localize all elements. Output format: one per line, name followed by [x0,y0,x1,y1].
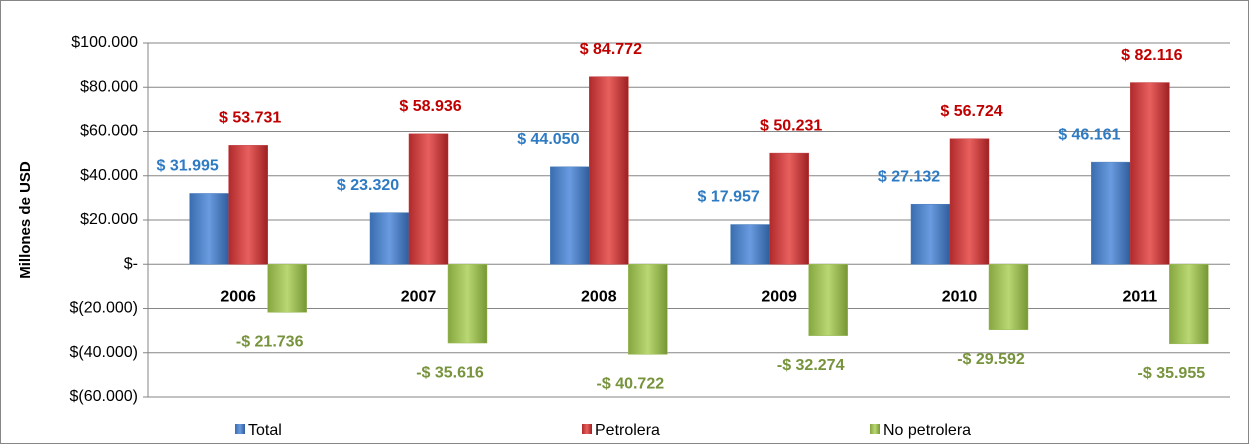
x-tick-label: 2009 [761,288,797,305]
data-label: $ 56.724 [940,103,1002,120]
bar [910,203,951,265]
y-axis-title: Millones de USD [17,161,34,279]
data-label: -$ 29.592 [957,351,1025,368]
bar [589,76,629,265]
x-tick-label: 2010 [942,288,978,305]
y-tick-label: $80.000 [80,78,138,95]
x-tick-label: 2007 [401,288,437,305]
bar [808,264,848,336]
data-label: $ 23.320 [337,177,399,194]
data-label: $ 27.132 [878,168,940,185]
data-label: -$ 32.274 [777,357,845,374]
data-label: $ 84.772 [580,41,642,58]
bar [1130,82,1170,265]
data-label: $ 82.116 [1121,47,1183,64]
data-label: $ 46.161 [1058,126,1120,143]
x-tick-label: 2011 [1122,288,1157,305]
data-label: -$ 35.616 [416,364,484,381]
bar [730,224,770,265]
legend-label: No petrolera [883,422,971,439]
x-tick-label: 2006 [220,288,256,305]
bar [628,264,668,355]
bar [369,212,410,265]
data-label: -$ 35.955 [1138,365,1206,382]
data-label: $ 17.957 [698,189,760,206]
data-label: $ 31.995 [157,158,219,175]
data-label: $ 58.936 [399,98,461,115]
y-tick-label: $- [124,255,138,272]
legend-swatch [582,424,592,434]
bar [550,166,590,265]
y-tick-label: $(20.000) [70,300,139,317]
bar [408,133,449,265]
y-tick-label: $(40.000) [70,344,139,361]
y-tick-label: $40.000 [80,167,138,184]
bar [1169,264,1209,345]
bar [1091,161,1131,265]
legend-label: Petrolera [595,422,660,439]
x-tick-label: 2008 [581,288,617,305]
y-tick-label: $60.000 [80,123,138,140]
data-label: $ 44.050 [517,131,579,148]
bar [988,264,1029,330]
data-label: -$ 40.722 [597,376,665,393]
bar [228,145,268,265]
bar [949,138,990,265]
bar [267,264,307,313]
y-tick-label: $100.000 [71,34,138,51]
legend-label: Total [248,422,282,439]
bar [447,264,488,344]
bar [189,193,229,265]
data-label: -$ 21.736 [236,334,304,351]
legend-swatch [235,424,245,434]
bar [769,152,809,265]
y-tick-label: $(60.000) [70,388,139,405]
data-label: $ 53.731 [219,110,281,127]
legend-swatch [870,424,880,434]
data-label: $ 50.231 [760,117,822,134]
y-tick-label: $20.000 [80,211,138,228]
